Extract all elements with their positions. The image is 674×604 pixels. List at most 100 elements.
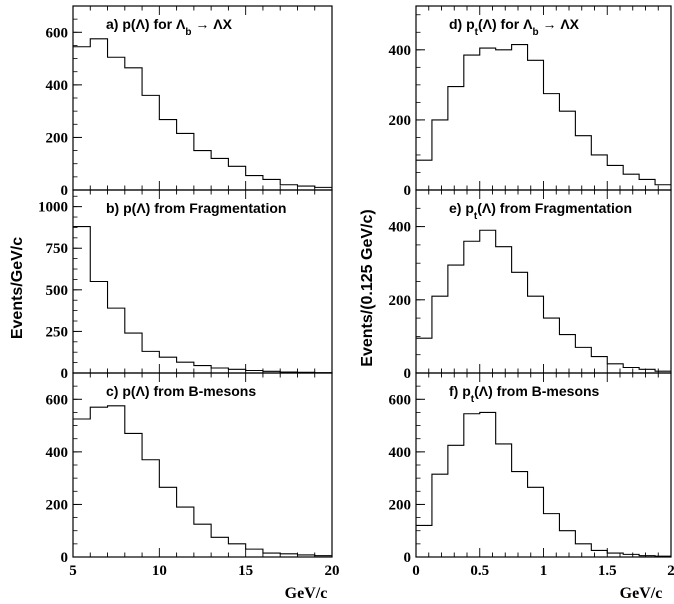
panel-title: b) p(Λ) from Fragmentation xyxy=(106,200,286,216)
histogram-bin xyxy=(464,241,480,373)
histogram-bin xyxy=(607,165,623,190)
y-tick-label: 0 xyxy=(61,366,69,382)
panel-e: 0 200 400 e) pt(Λ) from Fragmentation xyxy=(389,189,672,382)
histogram-bin xyxy=(591,357,607,373)
y-tick-label: 600 xyxy=(46,392,69,408)
histogram-bin xyxy=(246,549,263,557)
histogram-bin xyxy=(432,120,448,190)
histogram-bin xyxy=(177,133,194,190)
histogram-bin xyxy=(512,45,528,190)
x-tick-label: 10 xyxy=(152,563,167,579)
histogram-bin xyxy=(591,550,607,557)
histogram-bin xyxy=(575,544,591,557)
histogram-bin xyxy=(559,335,575,373)
histogram-bin xyxy=(90,282,107,374)
histogram-series-line xyxy=(416,229,671,372)
histogram-bin xyxy=(591,155,607,190)
histogram-bin xyxy=(544,318,560,373)
x-tick-label: 1.5 xyxy=(598,563,617,579)
histogram-bin xyxy=(496,444,512,557)
x-tick-label: 0.5 xyxy=(470,563,489,579)
left-x-axis-title: GeV/c xyxy=(285,585,328,602)
y-tick-label: 0 xyxy=(404,366,412,382)
panel-frame xyxy=(415,372,672,558)
histogram-bin xyxy=(464,414,480,557)
panel-title: d) pt(Λ) for Λb → ΛX xyxy=(449,16,580,38)
y-tick-label: 400 xyxy=(46,78,69,94)
histogram-bin xyxy=(108,308,125,373)
histogram-bin xyxy=(211,537,228,557)
y-tick-label: 0 xyxy=(404,183,412,199)
panel-frame xyxy=(72,372,333,558)
histogram-bin xyxy=(416,338,432,373)
panel-c: 0 200 400 600 5 10 15 20 c) p(Λ) from B-mesons xyxy=(46,372,340,579)
histogram-bin xyxy=(512,272,528,373)
histogram-bin xyxy=(125,333,142,373)
histogram-bin xyxy=(228,166,245,190)
histogram-bin xyxy=(528,60,544,190)
histogram-bin xyxy=(159,357,176,373)
histogram-series-line xyxy=(416,411,671,557)
histogram-bin xyxy=(623,174,639,190)
y-tick-label: 0 xyxy=(404,550,412,566)
y-tick-label: 400 xyxy=(389,220,412,236)
panel-a: 0 200 400 600 a) p(Λ) for Λb → ΛX xyxy=(46,5,333,199)
histogram-bin xyxy=(544,514,560,557)
x-tick-label: 5 xyxy=(69,563,77,579)
y-tick-label: 200 xyxy=(46,130,69,146)
y-tick-label: 1000 xyxy=(38,200,68,216)
panel-title: a) p(Λ) for Λb → ΛX xyxy=(106,16,233,38)
histogram-bin xyxy=(90,407,107,557)
right-x-axis-title: GeV/c xyxy=(620,585,663,602)
histogram-bin xyxy=(639,179,655,190)
histogram-bin xyxy=(159,120,176,190)
histogram-bin xyxy=(194,524,211,557)
histogram-bin xyxy=(125,68,142,190)
histogram-bin xyxy=(246,176,263,190)
histogram-bin xyxy=(448,87,464,190)
panel-b: 0 250 500 750 1000 b) p(Λ) from Fragmentation xyxy=(38,189,333,382)
x-tick-label: 2 xyxy=(667,563,674,579)
panel-f: 0 200 400 600 0 0.5 1 1.5 2 f) pt(Λ) from B-meson… xyxy=(389,372,674,579)
y-tick-label: 600 xyxy=(389,392,412,408)
histogram-bin xyxy=(559,531,575,557)
histogram-bin xyxy=(432,296,448,373)
x-tick-label: 15 xyxy=(238,563,253,579)
panel-d: 0 200 400 d) pt(Λ) for Λb → ΛX xyxy=(389,5,672,199)
histogram-bin xyxy=(142,460,159,557)
y-tick-label: 200 xyxy=(46,497,69,513)
histogram-bin xyxy=(263,179,280,190)
panel-frame xyxy=(72,189,333,374)
histogram-bin xyxy=(512,472,528,557)
y-tick-label: 200 xyxy=(389,113,412,129)
panel-title: e) pt(Λ) from Fragmentation xyxy=(449,200,632,222)
histogram-bin xyxy=(432,474,448,557)
x-tick-label: 0 xyxy=(412,563,420,579)
histogram-bin xyxy=(142,351,159,373)
histogram-bin xyxy=(108,57,125,190)
histogram-bin xyxy=(480,230,496,373)
histogram-bin xyxy=(544,94,560,190)
panel-title: f) pt(Λ) from B-mesons xyxy=(449,383,600,405)
histogram-bin xyxy=(125,433,142,557)
left-y-axis-title: Events/GeV/c xyxy=(9,237,26,339)
histogram-bin xyxy=(142,95,159,190)
histogram-bin xyxy=(448,445,464,557)
y-tick-label: 750 xyxy=(46,241,69,257)
histogram-bin xyxy=(280,185,297,190)
y-tick-label: 0 xyxy=(61,183,69,199)
histogram-bin xyxy=(528,487,544,557)
histogram-bin xyxy=(90,39,107,190)
y-tick-label: 600 xyxy=(46,25,69,41)
histogram-bin xyxy=(416,160,432,190)
histogram-bin xyxy=(416,525,432,557)
panel-title: c) p(Λ) from B-mesons xyxy=(106,383,256,399)
histogram-bin xyxy=(623,368,639,373)
histogram-bin xyxy=(655,185,671,190)
y-tick-label: 500 xyxy=(46,283,69,299)
histogram-bin xyxy=(211,368,228,373)
x-tick-label: 20 xyxy=(325,563,340,579)
histogram-bin xyxy=(464,55,480,190)
